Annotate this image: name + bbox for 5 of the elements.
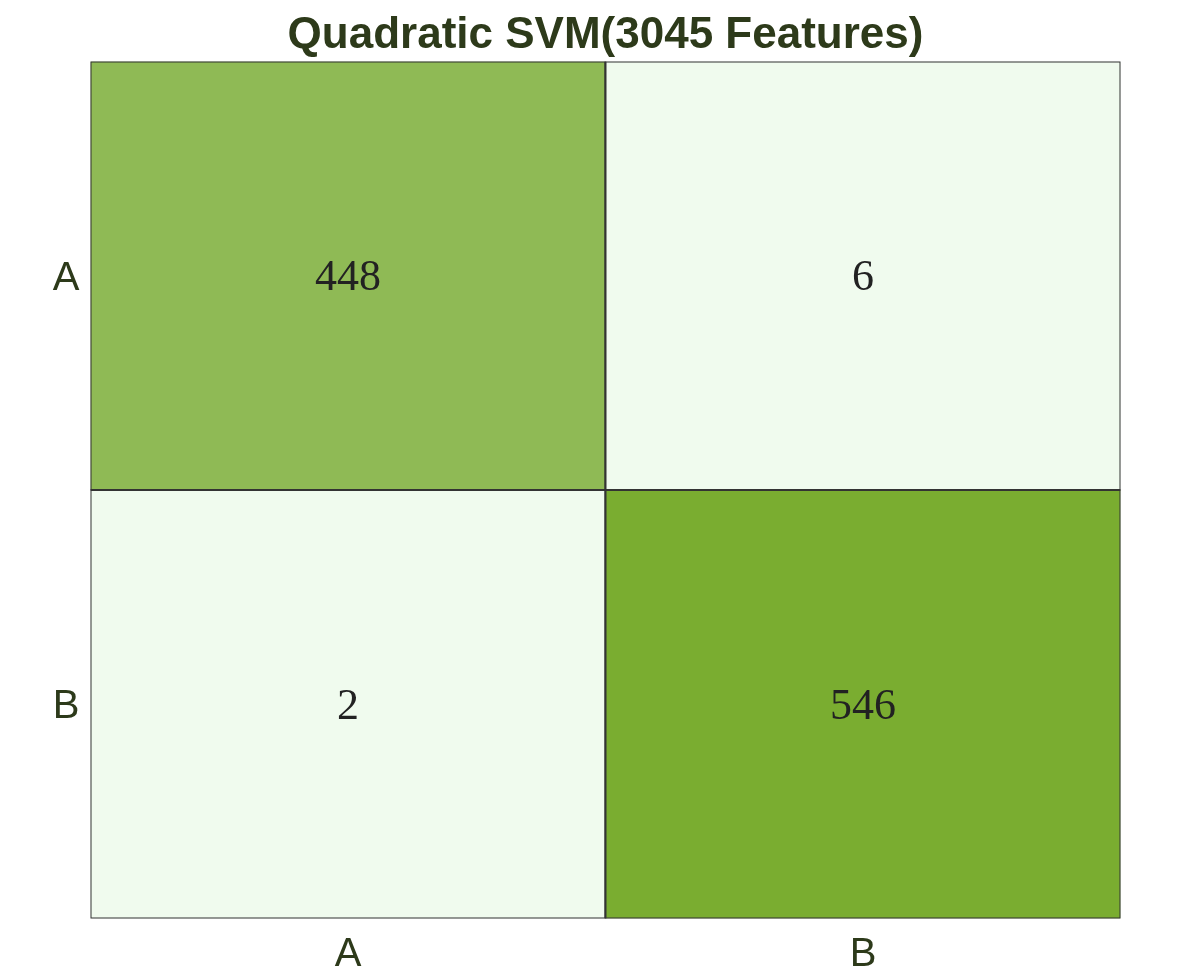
chart-title: Quadratic SVM(3045 Features) — [287, 7, 924, 57]
data-label: 546 — [830, 679, 896, 729]
data-label: 6 — [852, 251, 874, 301]
data-label: 2 — [337, 679, 359, 729]
data-label: 448 — [315, 251, 381, 301]
